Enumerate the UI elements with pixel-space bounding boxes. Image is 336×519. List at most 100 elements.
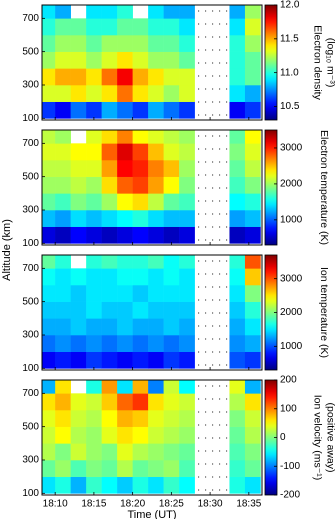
gap-dot: [205, 135, 207, 137]
gap-dot: [219, 88, 221, 90]
gap-dot: [219, 437, 221, 439]
gap-dot: [219, 325, 221, 327]
gap-dot: [198, 398, 200, 400]
gap-dot: [212, 10, 214, 12]
gap-dot: [219, 424, 221, 426]
gap-dot: [226, 411, 228, 413]
cell: [42, 285, 56, 302]
y-tick-label: 500: [22, 171, 39, 182]
cell: [148, 35, 164, 52]
cell: [117, 130, 133, 144]
gap-dot: [226, 450, 228, 452]
gap-dot: [205, 260, 207, 262]
cell: [70, 318, 87, 336]
gap-dot: [226, 286, 228, 288]
gap-dot: [212, 489, 214, 491]
gap-dot: [205, 148, 207, 150]
gap-dot: [205, 36, 207, 38]
cell: [42, 380, 56, 394]
cell: [148, 176, 164, 194]
cell: [70, 18, 87, 36]
cell: [132, 176, 149, 194]
cell: [229, 85, 246, 102]
gap-dot: [219, 312, 221, 314]
gap-dot: [219, 489, 221, 491]
gap-dot: [198, 273, 200, 275]
cell: [163, 226, 180, 244]
cell: [179, 130, 195, 144]
cell: [229, 443, 246, 461]
cell: [244, 160, 261, 177]
colorbar-tick-label: -100: [280, 461, 300, 472]
cell: [244, 380, 261, 394]
gap-dot: [212, 239, 214, 241]
gap-dot: [205, 411, 207, 413]
cell: [70, 35, 87, 52]
cell: [70, 176, 87, 194]
cell: [70, 476, 87, 494]
cell: [101, 393, 118, 411]
gap-dot: [212, 49, 214, 51]
gap-dot: [205, 299, 207, 301]
cell: [101, 285, 118, 302]
cell: [55, 210, 71, 227]
plot-frame: [41, 254, 263, 371]
cell: [101, 160, 118, 177]
gap-dot: [226, 200, 228, 202]
cell: [148, 460, 164, 477]
gap-dot: [198, 114, 200, 116]
gap-dot: [205, 239, 207, 241]
gap-dot: [212, 213, 214, 215]
heatmap: [42, 255, 261, 369]
cell: [101, 226, 118, 244]
cell: [101, 460, 118, 477]
cell: [229, 318, 246, 336]
cell: [70, 210, 87, 227]
y-tick-label: 700: [22, 263, 39, 274]
cell: [86, 285, 102, 302]
cell: [55, 101, 71, 119]
cell: [70, 193, 87, 211]
cell: [70, 226, 87, 244]
cell: [244, 426, 261, 444]
cell: [148, 301, 164, 319]
cell: [55, 426, 71, 444]
gap-dot: [212, 312, 214, 314]
gap-dot: [205, 398, 207, 400]
cell: [55, 410, 71, 427]
gap-dot: [205, 463, 207, 465]
gap-dot: [226, 135, 228, 137]
cell: [101, 101, 118, 119]
heatmap: [42, 380, 261, 494]
cell: [55, 5, 71, 19]
gap-dot: [219, 213, 221, 215]
cell: [229, 143, 246, 161]
gap-dot: [219, 226, 221, 228]
cell: [55, 176, 71, 194]
cell: [117, 5, 133, 19]
cell: [163, 426, 180, 444]
cell: [148, 210, 164, 227]
cell: [101, 85, 118, 102]
cell: [55, 130, 71, 144]
gap-dot: [219, 62, 221, 64]
cell: [55, 35, 71, 52]
cell: [55, 51, 71, 69]
cell: [244, 101, 261, 119]
gap-dot: [212, 260, 214, 262]
cell: [101, 255, 118, 269]
gap-dot: [219, 101, 221, 103]
gap-dot: [219, 398, 221, 400]
cell: [55, 476, 71, 494]
gap-dot: [219, 10, 221, 12]
cell: [70, 393, 87, 411]
cell: [229, 380, 246, 394]
gap-dot: [205, 312, 207, 314]
gap-dot: [219, 161, 221, 163]
cell: [148, 226, 164, 244]
cell: [163, 51, 180, 69]
y-tick-label: 300: [22, 330, 39, 341]
gap-dot: [219, 187, 221, 189]
cell: [70, 101, 87, 119]
